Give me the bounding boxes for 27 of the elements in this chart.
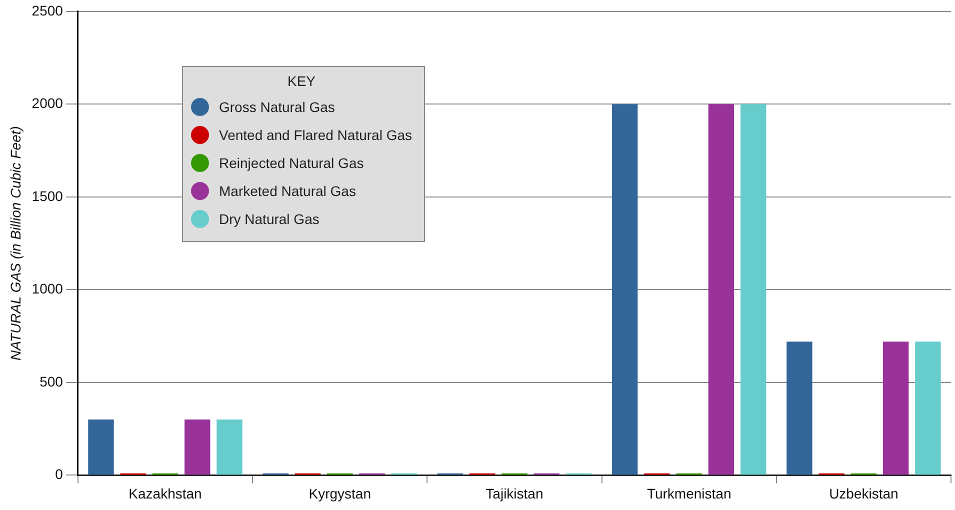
- bar: [216, 420, 242, 475]
- y-tick-label: 2000: [32, 95, 64, 112]
- y-tick-label: 1000: [32, 280, 64, 297]
- bar: [88, 420, 114, 475]
- y-tick-label: 500: [40, 373, 64, 390]
- legend-title: KEY: [286, 73, 317, 89]
- legend-label: Marketed Natural Gas: [219, 183, 356, 199]
- bar: [882, 342, 909, 475]
- y-tick-label: 0: [55, 466, 64, 482]
- bar: [786, 342, 812, 475]
- x-tick-label: Turkmenistan: [646, 485, 732, 502]
- x-tick-label: Uzbekistan: [829, 485, 898, 502]
- legend-label: Reinjected Natural Gas: [219, 155, 364, 171]
- bar: [740, 104, 766, 475]
- legend-label: Dry Natural Gas: [219, 211, 320, 227]
- y-tick-label: 2500: [32, 2, 64, 18]
- legend-label: Gross Natural Gas: [219, 99, 335, 115]
- legend-label: Vented and Flared Natural Gas: [219, 127, 412, 143]
- bar: [612, 104, 638, 475]
- bar: [915, 342, 941, 475]
- x-tick-label: Tajikistan: [486, 485, 544, 502]
- bar: [708, 104, 734, 475]
- x-tick-label: Kazakhstan: [128, 485, 202, 502]
- bar: [184, 420, 210, 475]
- y-axis-title: NATURAL GAS (in Billion Cubic Feet): [7, 126, 24, 361]
- y-tick-label: 1500: [32, 188, 64, 204]
- x-tick-label: Kyrgystan: [308, 485, 371, 502]
